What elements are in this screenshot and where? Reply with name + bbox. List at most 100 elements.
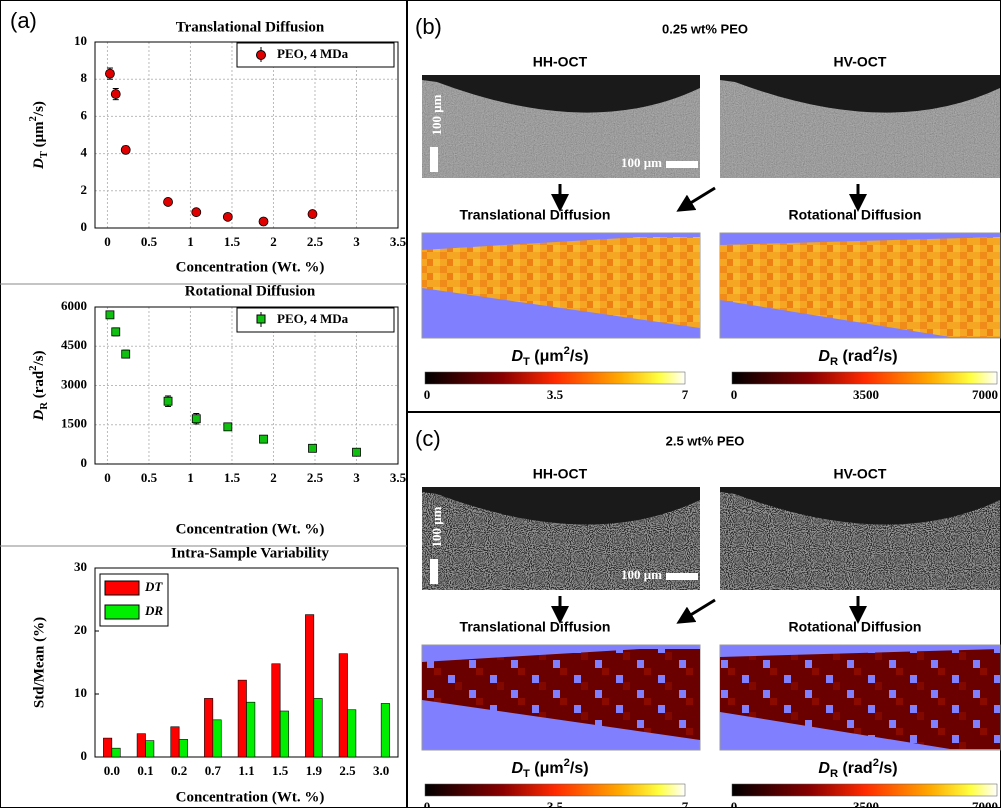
image-label: HV-OCT [834,466,887,482]
panel-label: (c) [415,426,441,451]
bar [305,614,315,758]
label-part: R [830,356,838,368]
x-tick-label: 2 [270,470,277,485]
x-tick-label: 0.7 [205,763,222,778]
colorbar-tick: 0 [424,799,431,808]
colorbar [424,371,686,385]
label-part: (rad [838,348,873,365]
bar [212,719,222,758]
label-part: D [511,760,523,777]
legend-label: DR [144,603,163,618]
label-part: 2 [873,757,879,769]
y-tick-label: 3000 [61,376,87,391]
colorbar-tick: 0 [731,387,738,402]
legend-label: DT [144,579,163,594]
point [223,422,233,432]
x-tick-label: 0.5 [141,470,158,485]
label-part: R [39,402,50,410]
oct-boundary [720,487,1000,525]
x-tick-label: 2 [270,234,277,249]
y-tick-label: 30 [74,559,87,574]
colorbar-tick: 7 [682,799,689,808]
bar [237,679,247,758]
point [307,209,318,219]
colorbar-tick: 7000 [972,799,998,808]
image-label: HH-OCT [533,466,588,482]
point [163,197,173,207]
image-label: HV-OCT [834,54,887,70]
y-tick-label: 6000 [61,298,87,313]
bar [246,701,256,758]
point [259,434,268,444]
y-tick-label: 0 [81,455,88,470]
colorbar-label: DT (μm2/s) [511,345,588,368]
diffusion-band [720,649,1000,749]
colorbar-tick: 7 [682,387,689,402]
scale-label: 100 μm [621,567,662,582]
point [222,211,233,222]
point [308,443,317,453]
label-part: (rad [31,370,47,402]
y-tick-label: 0 [81,219,88,234]
point [258,216,269,227]
y-tick-label: 6 [81,107,88,122]
x-tick-label: 1 [187,234,194,249]
point [120,144,131,155]
x-tick-label: 1.5 [272,763,289,778]
colorbar-tick: 0 [731,799,738,808]
label-part: (rad [838,760,873,777]
map-label: Translational Diffusion [460,207,611,223]
y-tick-label: 2 [81,182,88,197]
oct-boundary [720,75,1000,113]
scale-bar [666,161,698,168]
label-part: (μm [530,760,564,777]
map-label: Rotational Diffusion [789,619,922,635]
scale-bar [666,573,698,580]
legend-label: PEO, 4 MDa [277,46,349,61]
y-tick-label: 10 [74,685,87,700]
image-label: HH-OCT [533,54,588,70]
colorbar-label: DR (rad2/s) [818,757,897,780]
label-part: T [523,356,530,368]
colorbar-tick: 3500 [853,799,879,808]
label-part: T [523,768,530,780]
bar [136,733,146,758]
label-part: D [511,348,523,365]
x-tick-label: 3 [353,234,360,249]
label-part: D [31,409,47,421]
bar [279,710,289,758]
label-part: D [818,760,830,777]
x-tick-label: 2.5 [307,470,324,485]
chart-title: Rotational Diffusion [185,283,316,299]
point [111,327,121,337]
x-axis-label: Concentration (Wt. %) [176,521,325,537]
y-axis-label: Std/Mean (%) [31,617,47,708]
label-part: /s) [879,348,898,365]
diffusion-band [422,649,700,740]
x-tick-label: 0.2 [171,763,187,778]
scale-label: 100 μm [429,506,444,547]
point [352,447,361,457]
label-part: R [830,768,838,780]
x-tick-label: 3.5 [390,234,407,249]
arrow [676,598,716,624]
label-part: 2 [28,366,39,371]
legend-swatch [104,580,140,596]
point [105,310,115,320]
bar [347,709,357,758]
label-part: (μm [31,121,47,151]
x-tick-label: 1.5 [224,234,241,249]
label-part: T [39,151,50,158]
bar [170,726,180,758]
label-part: D [818,348,830,365]
x-tick-label: 0.0 [104,763,120,778]
arrow [676,186,716,212]
colorbar-tick: 3.5 [547,387,564,402]
map-label: Rotational Diffusion [789,207,922,223]
x-axis-label: Concentration (Wt. %) [176,789,325,805]
x-tick-label: 0.5 [141,234,158,249]
scale-label: 100 μm [429,94,444,135]
y-axis-label: DR (rad2/s) [28,351,50,422]
x-tick-label: 1.5 [224,470,241,485]
